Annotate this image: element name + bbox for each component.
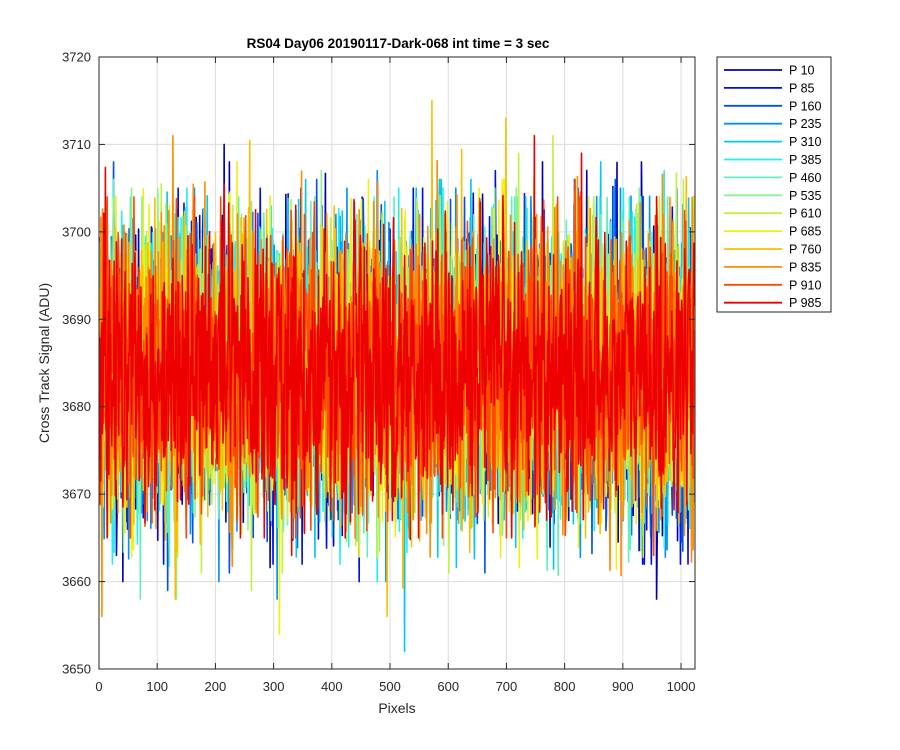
x-tick-label: 900 — [612, 679, 634, 694]
legend-label: P 385 — [789, 153, 821, 167]
legend-label: P 685 — [789, 225, 821, 239]
legend-label: P 610 — [789, 207, 821, 221]
x-tick-label: 500 — [379, 679, 401, 694]
series-line-p-985 — [99, 134, 695, 557]
legend-label: P 535 — [789, 189, 821, 203]
legend-label: P 760 — [789, 243, 821, 257]
legend-label: P 85 — [789, 81, 815, 95]
legend-label: P 985 — [789, 296, 821, 310]
plot-area: 0 100 200 300 400 500 600 700 800 900 1000 3650 3660… — [62, 50, 696, 695]
y-tick-label: 3690 — [62, 312, 91, 327]
legend-label: P 460 — [789, 171, 821, 185]
y-tick-label: 3680 — [62, 399, 91, 414]
legend-label: P 235 — [789, 117, 821, 131]
x-tick-label: 300 — [263, 679, 285, 694]
x-tick-label: 800 — [554, 679, 576, 694]
series-layer — [99, 99, 695, 653]
chart-title: RS04 Day06 20190117-Dark-068 int time = … — [247, 36, 550, 51]
y-tick-label: 3710 — [62, 137, 91, 152]
x-tick-label: 0 — [95, 679, 102, 694]
legend-label: P 310 — [789, 135, 821, 149]
legend: P 10 P 85 P 160 P 235 P 310 P 385 P 460 P 535 P … — [716, 56, 832, 313]
y-tick-label: 3670 — [62, 487, 91, 502]
x-tick-label: 100 — [146, 679, 168, 694]
legend-label: P 10 — [789, 64, 815, 78]
y-tick-label: 3720 — [62, 50, 91, 65]
x-tick-label: 700 — [496, 679, 518, 694]
axis-ticks: 0 100 200 300 400 500 600 700 800 900 1000 3650 3660… — [62, 50, 695, 695]
legend-box — [716, 56, 832, 313]
y-axis-label: Cross Track Signal (ADU) — [36, 283, 52, 443]
x-tick-label: 200 — [205, 679, 227, 694]
x-tick-label: 1000 — [667, 679, 696, 694]
legend-label: P 910 — [789, 278, 821, 292]
legend-items: P 10 P 85 P 160 P 235 P 310 P 385 P 460 P 535 P … — [724, 64, 821, 310]
y-tick-label: 3700 — [62, 224, 91, 239]
y-tick-label: 3650 — [62, 662, 91, 677]
x-axis-label: Pixels — [378, 700, 415, 716]
y-tick-label: 3660 — [62, 574, 91, 589]
x-tick-label: 600 — [437, 679, 459, 694]
axes-frame — [98, 56, 696, 670]
x-tick-label: 400 — [321, 679, 343, 694]
legend-label: P 835 — [789, 260, 821, 274]
legend-label: P 160 — [789, 99, 821, 113]
